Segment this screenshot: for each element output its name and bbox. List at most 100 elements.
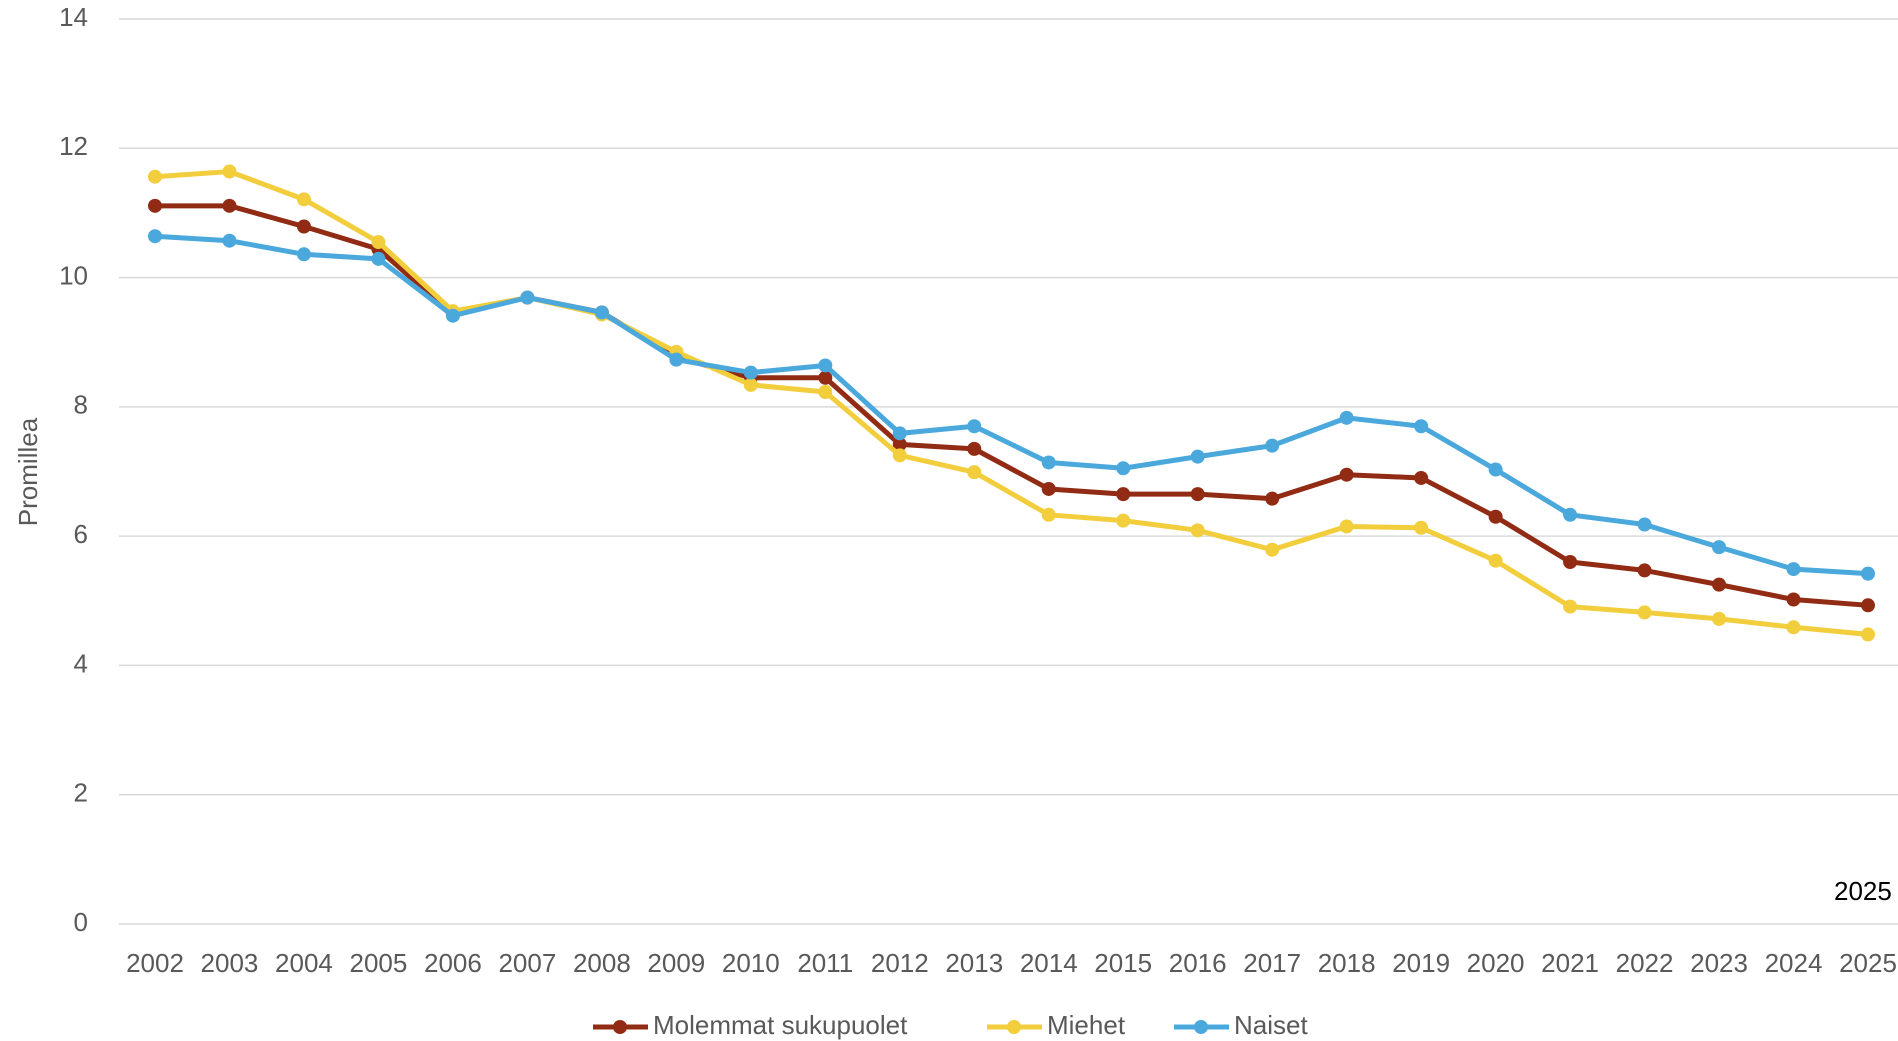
point [1861,598,1875,613]
point [1563,599,1578,614]
y-tick-label: 14 [59,2,88,32]
y-tick-label: 0 [74,907,88,937]
point [1563,555,1578,569]
series-line [155,203,1869,608]
point [892,426,907,441]
legend-label: Naiset [1234,1010,1308,1040]
point [1488,509,1503,524]
point [148,169,162,184]
x-tick-label: 2018 [1318,948,1376,978]
point [892,437,907,452]
y-tick-label: 8 [74,390,88,420]
point [818,370,833,385]
point [967,441,982,456]
point [1339,519,1354,534]
point [1861,566,1875,581]
point [818,384,833,399]
x-tick-label: 2005 [350,948,408,978]
x-tick-label: 2011 [797,948,853,978]
x-tick-label: 2004 [275,948,333,978]
x-tick-label: 2024 [1765,948,1823,978]
point [594,305,609,320]
x-tick-label: 2009 [647,948,705,978]
x-tick-label: 2016 [1169,948,1227,978]
point [445,308,460,323]
y-tick-label: 10 [59,260,88,290]
point [1637,517,1652,532]
point [1712,611,1727,626]
point [222,164,237,179]
point [1265,491,1280,506]
x-tick-label: 2019 [1392,948,1450,978]
point [1041,507,1056,522]
point [1414,419,1429,434]
point [1041,481,1056,496]
legend-marker [613,1020,627,1034]
point [1563,507,1578,522]
point [1637,563,1652,578]
x-tick-label: 2013 [945,948,1003,978]
point [967,419,982,434]
y-tick-label: 2 [74,778,88,808]
x-tick-label: 2007 [498,948,556,978]
point [1786,592,1801,607]
legend-label: Miehet [1047,1010,1126,1040]
point [1116,461,1131,476]
point [371,251,386,266]
point [1637,605,1652,620]
point [1786,562,1801,577]
legend-marker [1194,1020,1208,1034]
x-tick-label: 2014 [1020,948,1078,978]
annotation: 2025 [1834,876,1892,906]
point [1786,620,1801,635]
x-tick-label: 2010 [722,948,780,978]
legend-marker [1007,1020,1021,1034]
point [1488,462,1503,477]
point [818,358,833,373]
point [1190,523,1205,538]
point [148,229,162,244]
point [222,198,237,213]
point [1339,467,1354,482]
point [1190,449,1205,464]
x-tick-label: 2022 [1616,948,1674,978]
point [296,192,311,207]
point [1116,513,1131,528]
y-axis-label: Promillea [13,417,43,526]
x-tick-label: 2017 [1243,948,1301,978]
y-tick-label: 6 [74,519,88,549]
point [371,235,386,250]
point [1265,542,1280,557]
point [1041,455,1056,470]
x-tick-label: 2015 [1094,948,1152,978]
point [1265,438,1280,453]
point [222,233,237,248]
point [1414,470,1429,485]
point [296,247,311,262]
point [1861,627,1875,642]
point [743,365,758,380]
point [743,377,758,392]
point [1414,520,1429,535]
x-tick-label: 2025 [1839,948,1897,978]
point [1339,410,1354,425]
point [1712,540,1727,555]
point [669,352,684,367]
point [520,290,535,305]
point [1190,487,1205,502]
point [1488,553,1503,568]
point [1116,487,1131,502]
y-tick-label: 4 [74,648,88,678]
x-tick-label: 2012 [871,948,929,978]
x-tick-label: 2023 [1690,948,1748,978]
x-tick-label: 2003 [201,948,259,978]
x-tick-label: 2020 [1467,948,1525,978]
point [967,465,982,480]
x-tick-label: 2021 [1541,948,1599,978]
series-line [154,169,1869,637]
legend-label: Molemmat sukupuolet [653,1010,908,1040]
x-tick-label: 2008 [573,948,631,978]
y-tick-label: 12 [59,131,88,161]
